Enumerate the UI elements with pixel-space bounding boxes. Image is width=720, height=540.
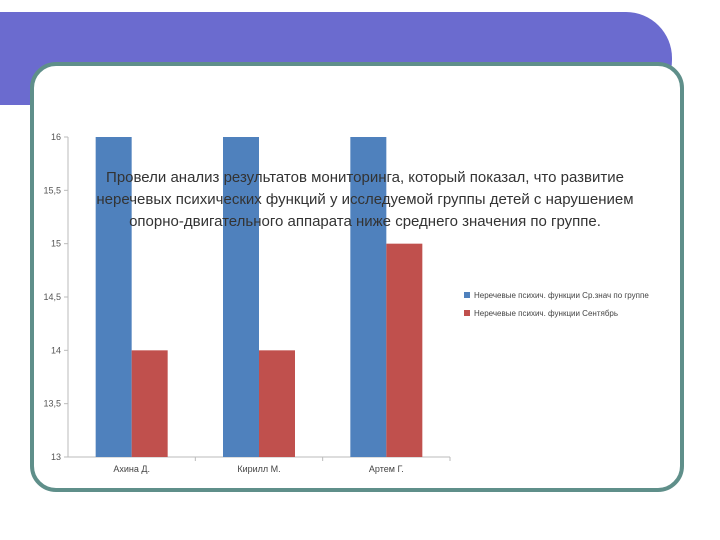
y-tick-label: 14,5 [43,292,61,302]
legend-label: Неречевые психич. функции Ср.знач по гру… [474,291,649,300]
y-tick-label: 13 [51,452,61,462]
bar-september [386,243,423,457]
x-tick-label: Артем Г. [369,464,404,474]
legend-label: Неречевые психич. функции Сентябрь [474,309,618,318]
bar-average [223,137,259,457]
bar-september [259,350,295,457]
legend-swatch [464,310,470,316]
x-tick-label: Кирилл М. [237,464,280,474]
legend-swatch [464,292,470,298]
slide-text: Провели анализ результатов мониторинга, … [96,169,634,230]
bar-average [95,137,132,457]
y-tick-label: 16 [51,132,61,142]
y-tick-label: 15 [51,239,61,249]
bar-september [131,350,168,457]
y-tick-label: 14 [51,345,61,355]
y-tick-label: 15,5 [43,185,61,195]
bar-average [350,137,387,457]
x-tick-label: Ахина Д. [113,464,150,474]
y-tick-label: 13,5 [43,399,61,409]
